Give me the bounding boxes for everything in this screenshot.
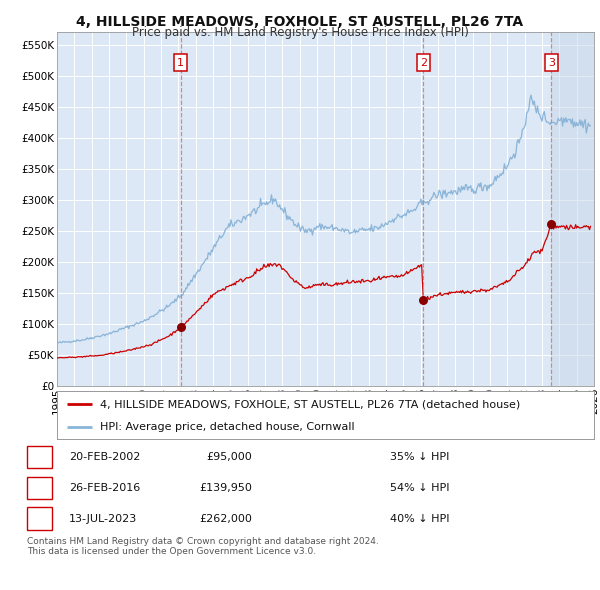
Text: 13-JUL-2023: 13-JUL-2023 bbox=[69, 514, 137, 523]
Text: HPI: Average price, detached house, Cornwall: HPI: Average price, detached house, Corn… bbox=[100, 422, 355, 432]
Text: 4, HILLSIDE MEADOWS, FOXHOLE, ST AUSTELL, PL26 7TA: 4, HILLSIDE MEADOWS, FOXHOLE, ST AUSTELL… bbox=[76, 15, 524, 29]
Text: 26-FEB-2016: 26-FEB-2016 bbox=[69, 483, 140, 493]
Text: 1: 1 bbox=[36, 453, 43, 462]
Bar bbox=[551, 32, 594, 386]
Text: £262,000: £262,000 bbox=[199, 514, 252, 523]
Text: 1: 1 bbox=[177, 58, 184, 67]
Text: 3: 3 bbox=[36, 514, 43, 523]
Text: 54% ↓ HPI: 54% ↓ HPI bbox=[390, 483, 449, 493]
Text: Contains HM Land Registry data © Crown copyright and database right 2024.
This d: Contains HM Land Registry data © Crown c… bbox=[27, 537, 379, 556]
Text: 4, HILLSIDE MEADOWS, FOXHOLE, ST AUSTELL, PL26 7TA (detached house): 4, HILLSIDE MEADOWS, FOXHOLE, ST AUSTELL… bbox=[100, 399, 520, 409]
Text: 2: 2 bbox=[420, 58, 427, 67]
Text: £95,000: £95,000 bbox=[206, 453, 252, 462]
Text: 3: 3 bbox=[548, 58, 555, 67]
Text: 2: 2 bbox=[36, 483, 43, 493]
Text: £139,950: £139,950 bbox=[199, 483, 252, 493]
Text: Price paid vs. HM Land Registry's House Price Index (HPI): Price paid vs. HM Land Registry's House … bbox=[131, 26, 469, 39]
Text: 35% ↓ HPI: 35% ↓ HPI bbox=[390, 453, 449, 462]
Text: 40% ↓ HPI: 40% ↓ HPI bbox=[390, 514, 449, 523]
Text: 20-FEB-2002: 20-FEB-2002 bbox=[69, 453, 140, 462]
Bar bbox=[551, 32, 594, 386]
